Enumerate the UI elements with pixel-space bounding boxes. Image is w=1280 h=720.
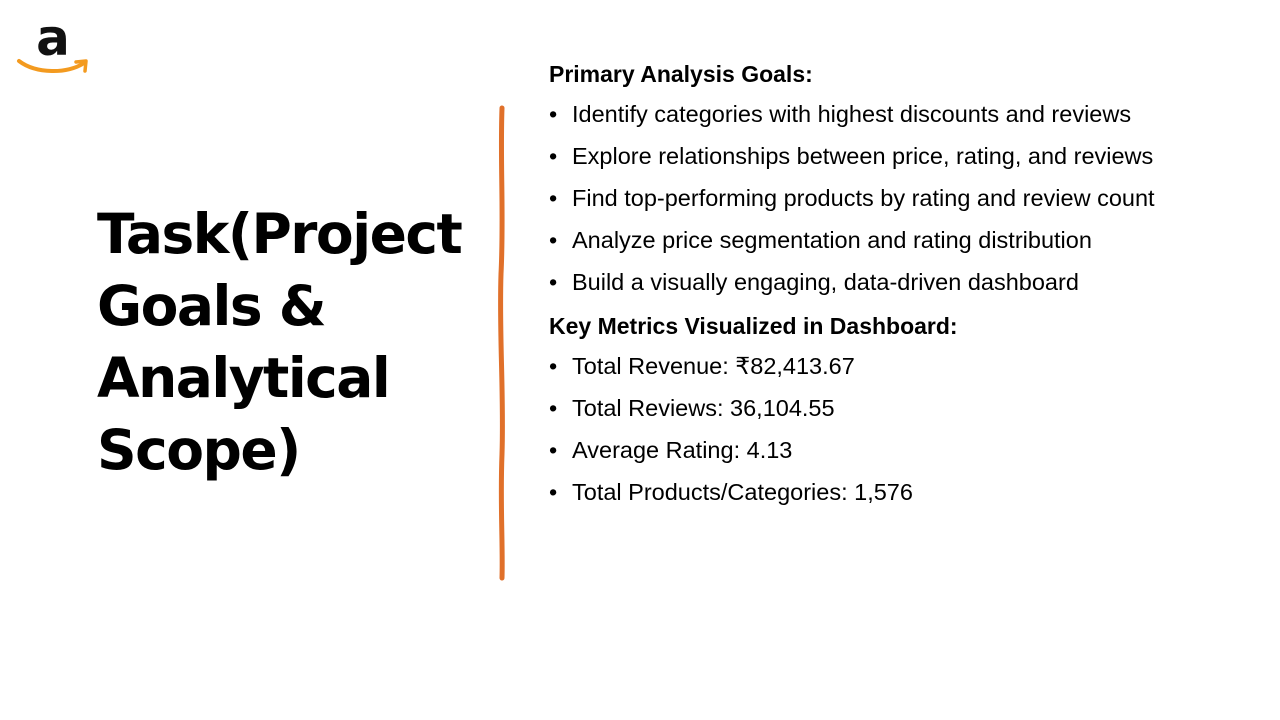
- content-panel: Primary Analysis Goals: Identify categor…: [549, 58, 1189, 520]
- title-line: Goals &: [97, 274, 327, 338]
- title-line: Scope): [97, 418, 301, 482]
- primary-goals-list: Identify categories with highest discoun…: [549, 100, 1189, 296]
- primary-goals-heading: Primary Analysis Goals:: [549, 61, 813, 87]
- key-metrics-heading: Key Metrics Visualized in Dashboard:: [549, 313, 958, 339]
- logo-letter: a: [36, 9, 70, 67]
- list-item: Build a visually engaging, data-driven d…: [549, 268, 1189, 296]
- list-item: Total Revenue: ₹82,413.67: [549, 352, 1189, 380]
- slide-title: Task(Project Goals & Analytical Scope): [97, 198, 477, 486]
- logo-smile-icon: [17, 59, 88, 73]
- list-item: Identify categories with highest discoun…: [549, 100, 1189, 128]
- list-item: Average Rating: 4.13: [549, 436, 1189, 464]
- vertical-divider: [498, 105, 505, 581]
- list-item: Find top-performing products by rating a…: [549, 184, 1189, 212]
- title-line: Task(Project: [97, 202, 463, 266]
- key-metrics-list: Total Revenue: ₹82,413.67 Total Reviews:…: [549, 352, 1189, 506]
- list-item: Total Reviews: 36,104.55: [549, 394, 1189, 422]
- title-line: Analytical: [97, 346, 391, 410]
- amazon-logo-icon: a: [16, 10, 92, 82]
- list-item: Analyze price segmentation and rating di…: [549, 226, 1189, 254]
- list-item: Total Products/Categories: 1,576: [549, 478, 1189, 506]
- list-item: Explore relationships between price, rat…: [549, 142, 1189, 170]
